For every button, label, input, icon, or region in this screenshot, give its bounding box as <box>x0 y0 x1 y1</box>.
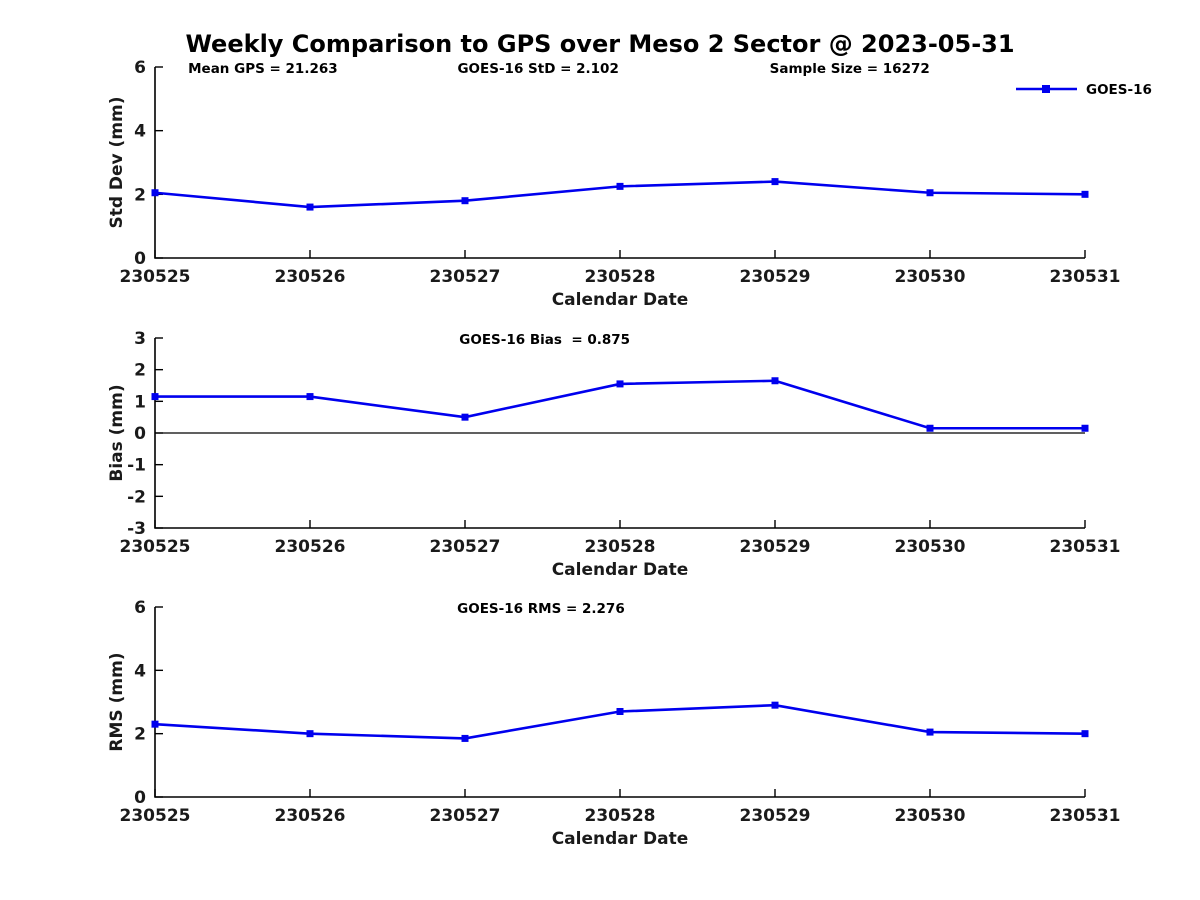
x-tick-label: 230527 <box>430 537 501 557</box>
x-tick-label: 230527 <box>430 267 501 287</box>
x-tick-label: 230529 <box>740 267 811 287</box>
data-point-marker <box>771 701 779 709</box>
x-tick-label: 230525 <box>120 267 191 287</box>
x-axis-label: Calendar Date <box>552 560 689 580</box>
data-point-marker <box>616 708 624 715</box>
x-tick-label: 230525 <box>120 806 191 826</box>
annotation-text: GOES-16 StD = 2.102 <box>457 61 618 77</box>
x-tick-label: 230529 <box>740 806 811 826</box>
y-tick-label: 6 <box>134 598 146 618</box>
y-axis-label: RMS (mm) <box>107 652 127 751</box>
x-axis-label: Calendar Date <box>552 829 689 849</box>
figure-title: Weekly Comparison to GPS over Meso 2 Sec… <box>185 30 1015 58</box>
y-tick-label: 4 <box>134 661 146 681</box>
data-point-marker <box>461 734 469 742</box>
x-tick-label: 230526 <box>275 267 346 287</box>
x-tick-label: 230526 <box>275 537 346 557</box>
annotation-text: Mean GPS = 21.263 <box>188 61 338 77</box>
x-tick-label: 230525 <box>120 537 191 557</box>
data-point-marker <box>1081 424 1089 432</box>
std-dev-subplot: 0 2 4 6 230525 230526 230527 230528 230529 230530… <box>107 58 1152 310</box>
y-tick-label: 4 <box>134 122 146 142</box>
rms-subplot: 0 2 4 6 230525 230526 230527 230528 230529 230530… <box>107 598 1121 849</box>
legend-marker <box>1042 85 1050 93</box>
y-axis-label: Std Dev (mm) <box>107 96 127 228</box>
x-tick-label: 230528 <box>585 537 656 557</box>
y-tick-label: 2 <box>134 185 146 205</box>
y-tick-label: -3 <box>127 519 146 539</box>
y-tick-label: 3 <box>134 329 146 349</box>
y-tick-label: -2 <box>127 487 146 507</box>
rms-axes <box>154 607 1085 798</box>
data-point-marker <box>306 393 314 401</box>
data-point-marker <box>616 182 624 190</box>
legend-label: GOES-16 <box>1086 82 1152 98</box>
y-tick-label: 6 <box>134 58 146 78</box>
y-tick-label: 2 <box>134 725 146 745</box>
data-point-marker <box>616 380 624 388</box>
x-tick-label: 230526 <box>275 806 346 826</box>
data-point-marker <box>1081 190 1089 198</box>
x-tick-label: 230528 <box>585 806 656 826</box>
x-tick-label: 230528 <box>585 267 656 287</box>
bias-subplot: -3 -2 -1 0 1 2 3 230525 230526 230527 230528 230529… <box>107 329 1121 580</box>
x-tick-label: 230527 <box>430 806 501 826</box>
y-tick-label: 0 <box>134 249 146 269</box>
data-point-marker <box>926 728 934 736</box>
data-point-marker <box>306 730 314 738</box>
y-tick-label: 0 <box>134 424 146 444</box>
data-point-marker <box>926 424 934 432</box>
y-tick-label: 0 <box>134 788 146 808</box>
annotation-text: GOES-16 RMS = 2.276 <box>457 601 625 617</box>
x-tick-label: 230531 <box>1050 806 1121 826</box>
y-tick-label: 1 <box>134 392 146 412</box>
series-line <box>155 379 1085 430</box>
x-tick-label: 230530 <box>895 537 966 557</box>
data-point-marker <box>306 203 314 211</box>
x-tick-label: 230531 <box>1050 267 1121 287</box>
x-tick-label: 230530 <box>895 806 966 826</box>
data-point-marker <box>151 720 159 728</box>
data-point-marker <box>461 413 469 421</box>
data-point-marker <box>461 197 469 205</box>
annotation-text: GOES-16 Bias = 0.875 <box>459 332 630 348</box>
data-point-marker <box>1081 730 1089 738</box>
y-axis-label: Bias (mm) <box>107 384 127 481</box>
x-axis-label: Calendar Date <box>552 290 689 310</box>
y-tick-label: 2 <box>134 361 146 381</box>
data-point-marker <box>771 377 779 385</box>
y-tick-label: -1 <box>127 456 146 476</box>
data-point-marker <box>151 189 159 197</box>
data-point-marker <box>771 178 779 186</box>
annotation-text: Sample Size = 16272 <box>770 61 930 77</box>
x-tick-label: 230531 <box>1050 537 1121 557</box>
x-tick-label: 230530 <box>895 267 966 287</box>
std-dev-axes <box>154 67 1085 259</box>
data-point-marker <box>926 189 934 197</box>
x-tick-label: 230529 <box>740 537 811 557</box>
data-point-marker <box>151 393 159 401</box>
